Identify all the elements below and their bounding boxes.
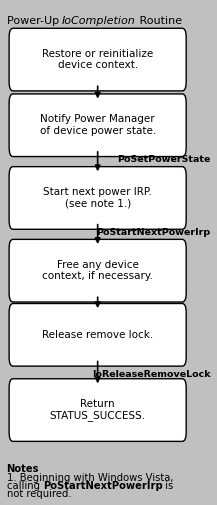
Text: is: is: [162, 481, 174, 491]
Text: calling: calling: [7, 481, 43, 491]
Text: IoReleaseRemoveLock: IoReleaseRemoveLock: [92, 370, 210, 379]
Text: Restore or reinitialize
device context.: Restore or reinitialize device context.: [42, 49, 153, 70]
Text: Notify Power Manager
of device power state.: Notify Power Manager of device power sta…: [39, 115, 156, 136]
Text: PoSetPowerState: PoSetPowerState: [117, 155, 210, 164]
Text: Return
STATUS_SUCCESS.: Return STATUS_SUCCESS.: [50, 399, 146, 421]
Text: Start next power IRP.
(see note 1.): Start next power IRP. (see note 1.): [43, 187, 152, 209]
FancyBboxPatch shape: [9, 167, 186, 229]
Text: not required.: not required.: [7, 489, 71, 499]
Text: Release remove lock.: Release remove lock.: [42, 330, 153, 340]
Text: Routine: Routine: [136, 16, 182, 26]
Text: 1. Beginning with Windows Vista,: 1. Beginning with Windows Vista,: [7, 473, 173, 483]
Text: IoCompletion: IoCompletion: [62, 16, 136, 26]
Text: Power-Up: Power-Up: [7, 16, 62, 26]
FancyBboxPatch shape: [9, 239, 186, 302]
FancyBboxPatch shape: [9, 28, 186, 91]
Text: PoStartNextPowerIrp: PoStartNextPowerIrp: [96, 228, 210, 237]
Text: PoStartNextPowerIrp: PoStartNextPowerIrp: [43, 481, 162, 491]
Text: Free any device
context, if necessary.: Free any device context, if necessary.: [42, 260, 153, 281]
Text: Notes: Notes: [7, 464, 39, 474]
FancyBboxPatch shape: [9, 94, 186, 157]
FancyBboxPatch shape: [9, 304, 186, 366]
FancyBboxPatch shape: [9, 379, 186, 441]
